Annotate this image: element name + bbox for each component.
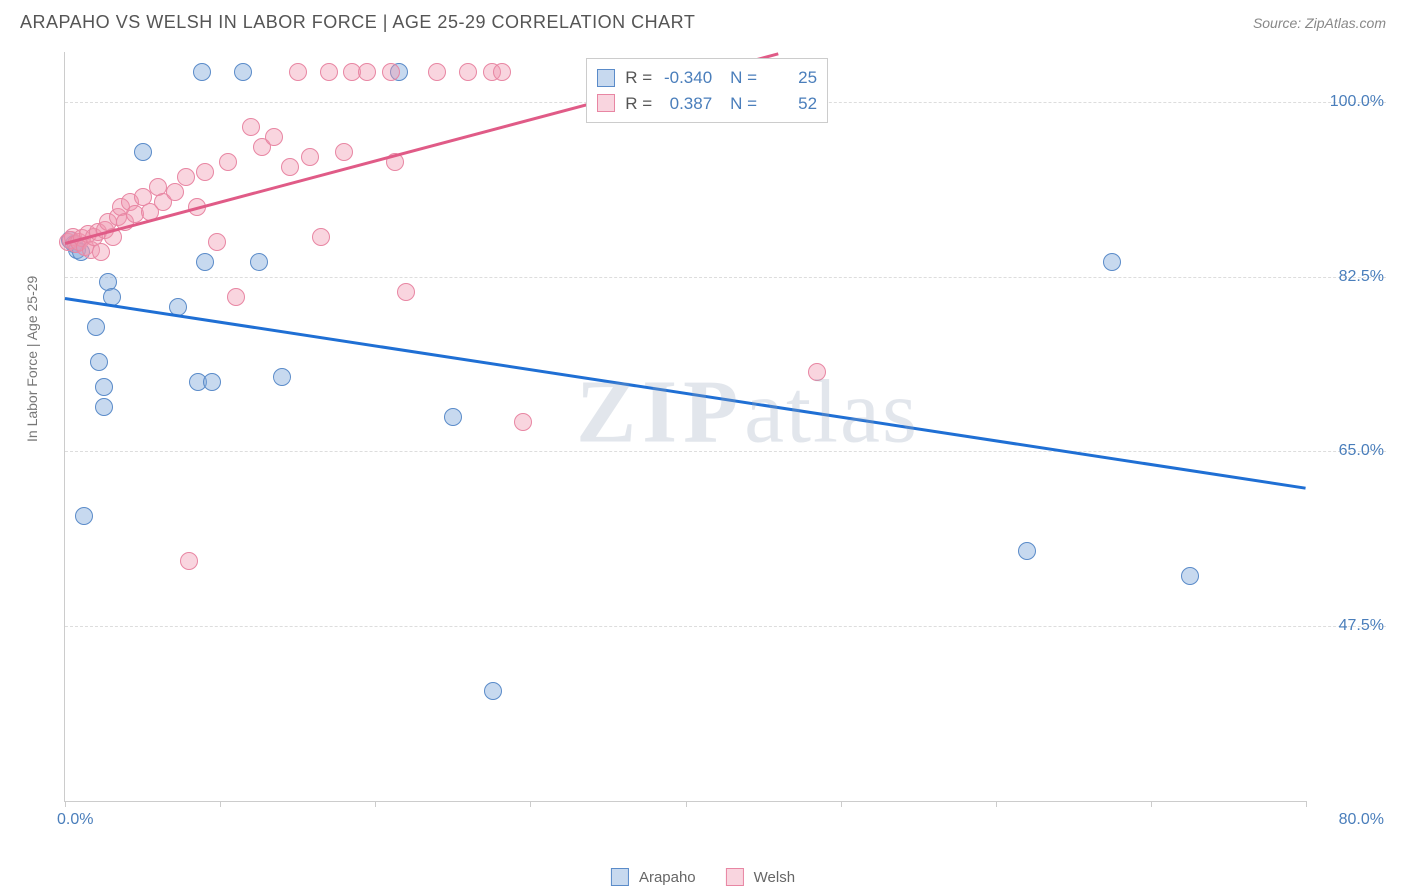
x-tick xyxy=(686,801,687,807)
x-tick xyxy=(530,801,531,807)
legend-label: Arapaho xyxy=(639,869,696,886)
n-value: 25 xyxy=(763,65,817,91)
x-tick xyxy=(996,801,997,807)
scatter-point xyxy=(382,63,400,81)
scatter-point xyxy=(95,378,113,396)
legend-swatch xyxy=(597,69,615,87)
y-tick-label: 82.5% xyxy=(1314,268,1384,286)
r-value: -0.340 xyxy=(658,65,712,91)
n-value: 52 xyxy=(763,91,817,117)
x-tick xyxy=(841,801,842,807)
legend-swatch xyxy=(726,868,744,886)
plot-area: ZIPatlas R =-0.340N = 25R =0.387N = 52 4… xyxy=(64,52,1306,802)
r-prefix: R = xyxy=(625,91,652,117)
scatter-point xyxy=(358,63,376,81)
scatter-point xyxy=(227,288,245,306)
scatter-point xyxy=(180,552,198,570)
scatter-point xyxy=(312,228,330,246)
scatter-point xyxy=(90,353,108,371)
scatter-point xyxy=(397,283,415,301)
x-tick xyxy=(220,801,221,807)
watermark-zip: ZIP xyxy=(576,362,744,461)
legend-stats-box: R =-0.340 N = 25 R =0.387 N = 52 xyxy=(586,58,828,123)
scatter-point xyxy=(273,368,291,386)
scatter-point xyxy=(196,163,214,181)
r-prefix: R = xyxy=(625,65,652,91)
legend-label: Welsh xyxy=(754,869,795,886)
x-tick xyxy=(1151,801,1152,807)
legend-item: Arapaho xyxy=(611,868,696,886)
scatter-point xyxy=(484,682,502,700)
scatter-point xyxy=(196,253,214,271)
scatter-point xyxy=(289,63,307,81)
y-tick-label: 47.5% xyxy=(1314,617,1384,635)
legend-stats-row: R =0.387 N = 52 xyxy=(597,91,817,117)
x-tick xyxy=(65,801,66,807)
x-tick-label-start: 0.0% xyxy=(57,811,93,829)
scatter-point xyxy=(335,143,353,161)
y-tick-label: 100.0% xyxy=(1314,93,1384,111)
gridline xyxy=(65,277,1386,278)
scatter-point xyxy=(1018,542,1036,560)
scatter-point xyxy=(265,128,283,146)
scatter-point xyxy=(75,507,93,525)
scatter-point xyxy=(193,63,211,81)
scatter-point xyxy=(1181,567,1199,585)
scatter-point xyxy=(219,153,237,171)
scatter-point xyxy=(459,63,477,81)
legend-bottom: Arapaho Welsh xyxy=(611,868,795,886)
x-tick xyxy=(1306,801,1307,807)
gridline xyxy=(65,626,1386,627)
scatter-point xyxy=(87,318,105,336)
scatter-point xyxy=(493,63,511,81)
legend-swatch xyxy=(597,94,615,112)
scatter-point xyxy=(514,413,532,431)
scatter-point xyxy=(281,158,299,176)
scatter-point xyxy=(808,363,826,381)
n-prefix: N = xyxy=(730,91,757,117)
scatter-point xyxy=(250,253,268,271)
legend-swatch xyxy=(611,868,629,886)
scatter-point xyxy=(1103,253,1121,271)
chart-header: ARAPAHO VS WELSH IN LABOR FORCE | AGE 25… xyxy=(0,0,1406,41)
scatter-point xyxy=(242,118,260,136)
scatter-point xyxy=(428,63,446,81)
scatter-point xyxy=(444,408,462,426)
x-tick-label-end: 80.0% xyxy=(1314,811,1384,829)
legend-item: Welsh xyxy=(726,868,795,886)
watermark: ZIPatlas xyxy=(576,360,919,463)
scatter-point xyxy=(95,398,113,416)
scatter-point xyxy=(301,148,319,166)
chart-container: In Labor Force | Age 25-29 ZIPatlas R =-… xyxy=(40,52,1386,832)
chart-title: ARAPAHO VS WELSH IN LABOR FORCE | AGE 25… xyxy=(20,12,695,33)
scatter-point xyxy=(177,168,195,186)
scatter-point xyxy=(166,183,184,201)
gridline xyxy=(65,451,1386,452)
scatter-point xyxy=(320,63,338,81)
chart-source: Source: ZipAtlas.com xyxy=(1253,15,1386,31)
scatter-point xyxy=(134,143,152,161)
y-tick-label: 65.0% xyxy=(1314,442,1384,460)
x-tick xyxy=(375,801,376,807)
trend-line xyxy=(65,297,1306,489)
scatter-point xyxy=(208,233,226,251)
scatter-point xyxy=(92,243,110,261)
scatter-point xyxy=(203,373,221,391)
y-axis-label: In Labor Force | Age 25-29 xyxy=(24,276,40,442)
legend-stats-row: R =-0.340 N = 25 xyxy=(597,65,817,91)
n-prefix: N = xyxy=(730,65,757,91)
watermark-atlas: atlas xyxy=(744,362,919,461)
scatter-point xyxy=(234,63,252,81)
r-value: 0.387 xyxy=(658,91,712,117)
